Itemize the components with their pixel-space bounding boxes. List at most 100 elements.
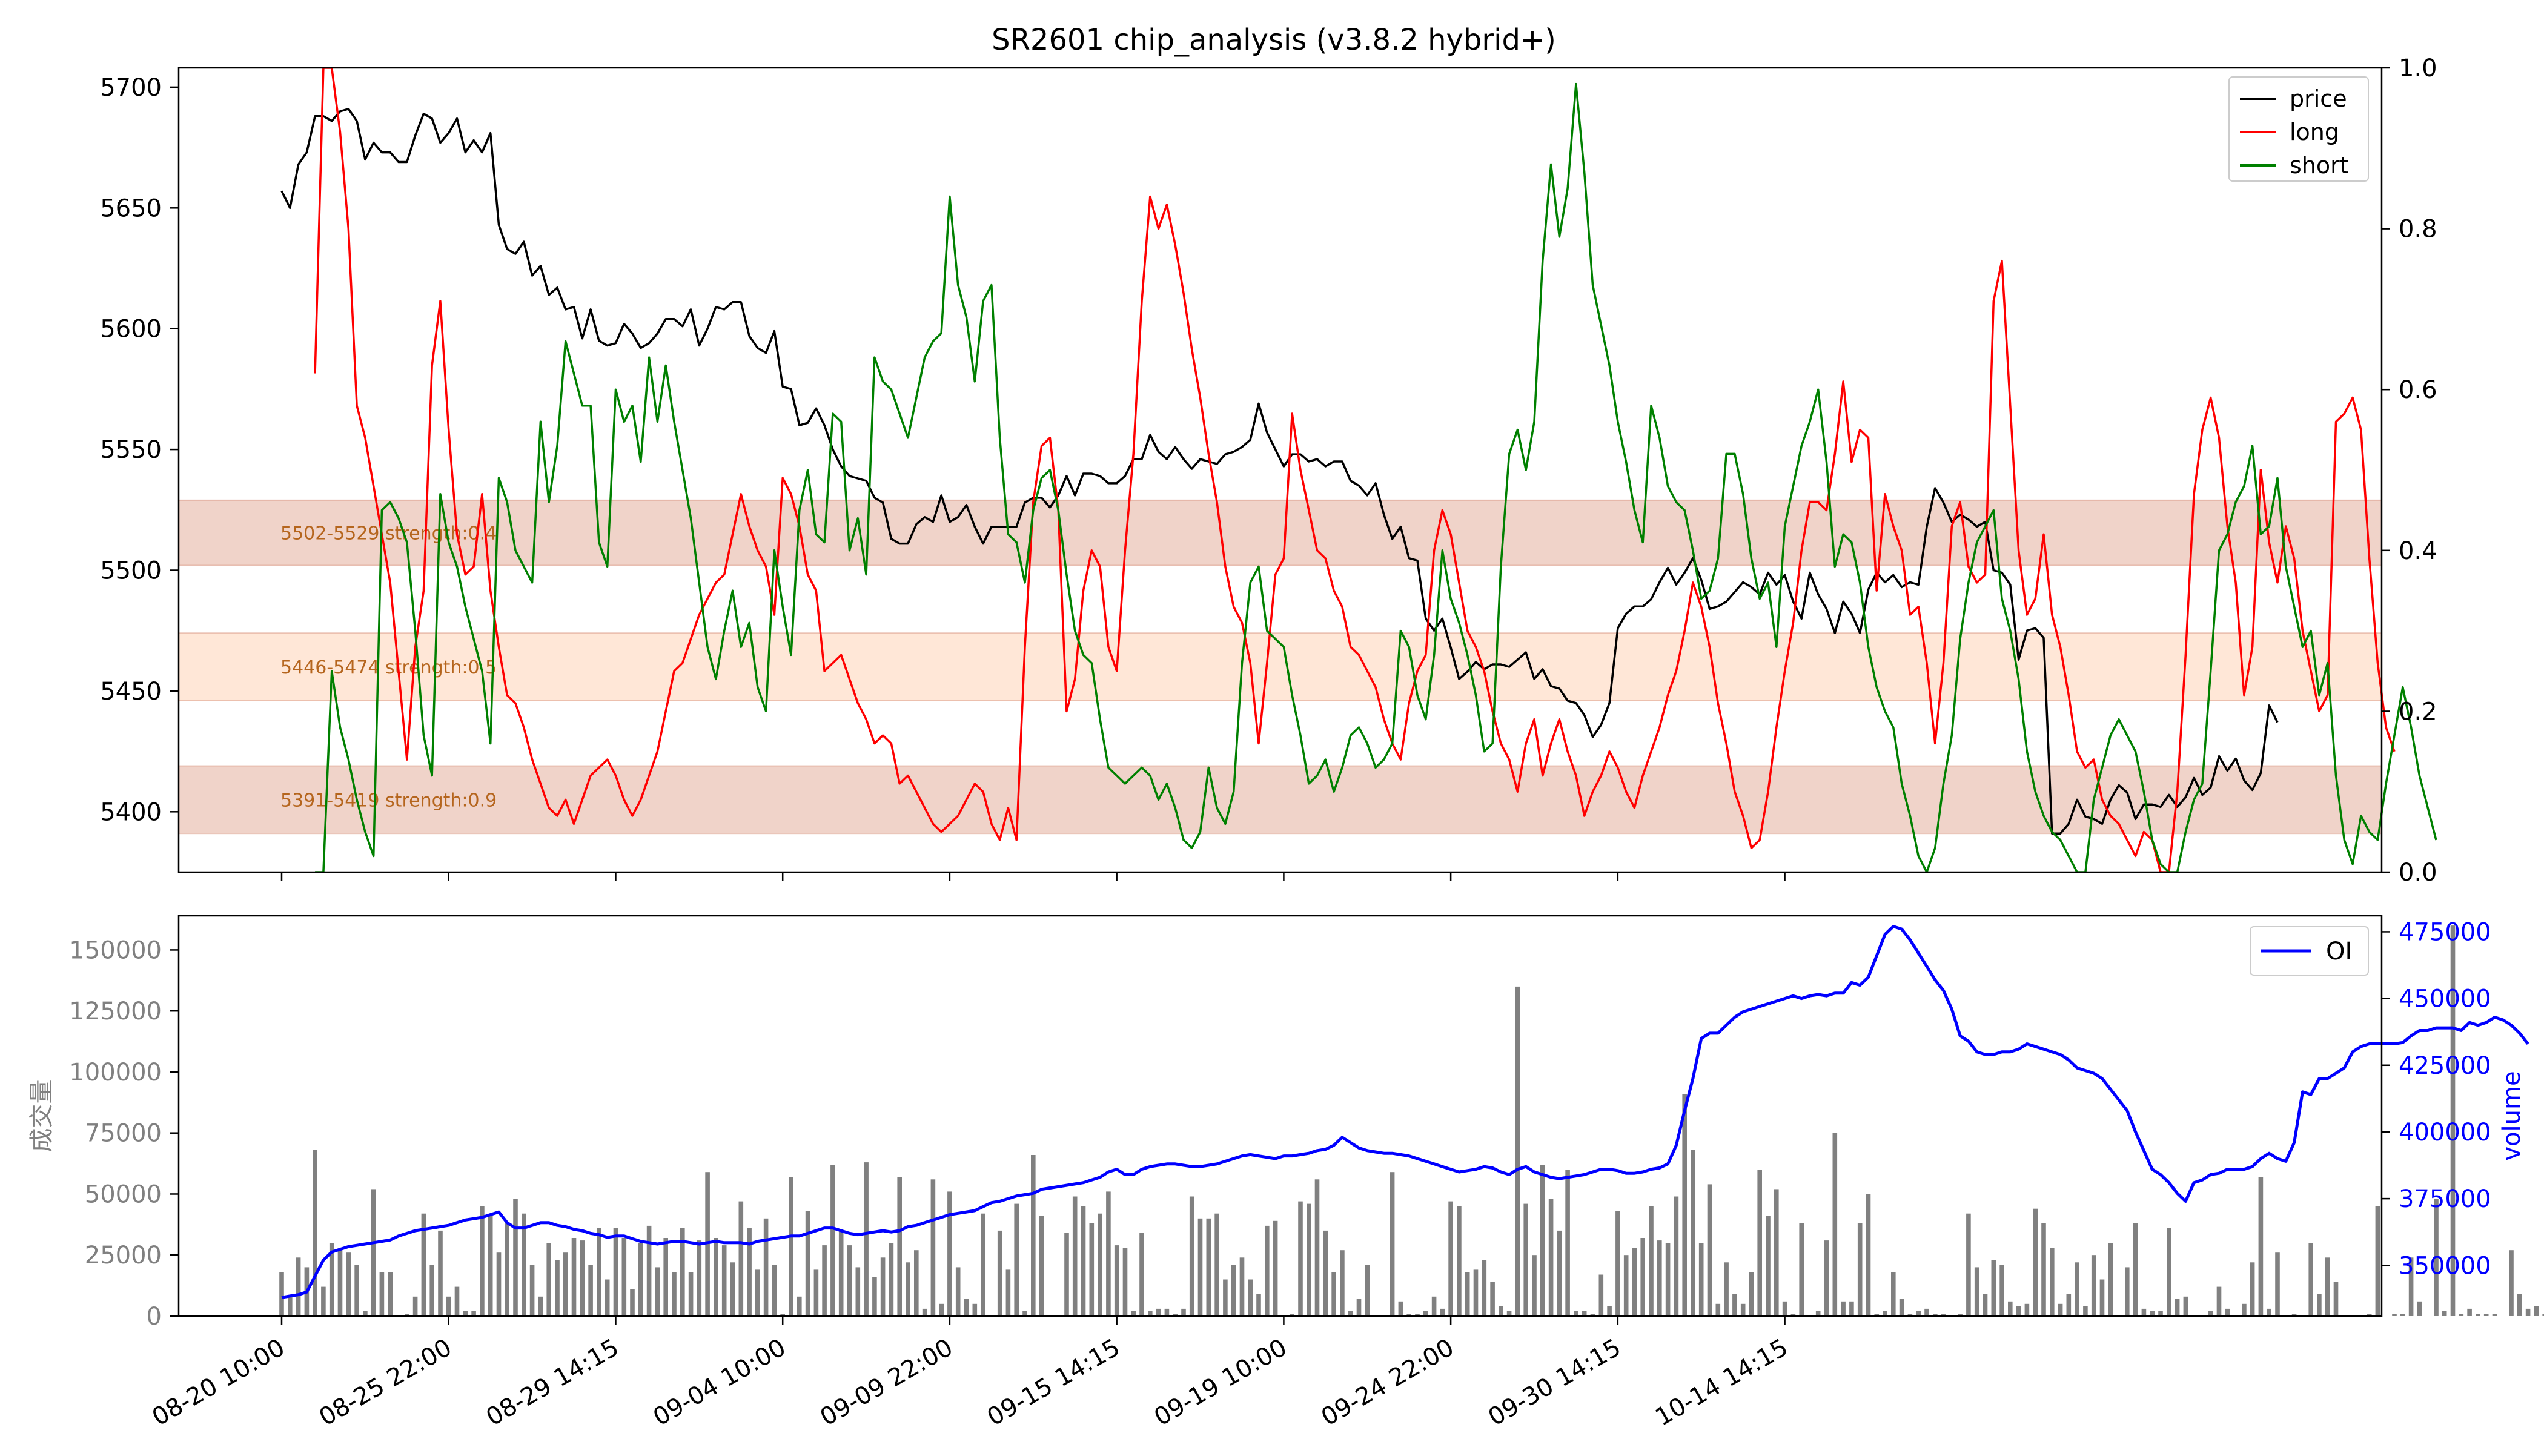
volume-bar bbox=[1916, 1311, 1921, 1316]
volume-bar bbox=[2483, 1314, 2489, 1316]
volume-bar bbox=[1072, 1196, 1078, 1316]
volume-bar bbox=[1824, 1240, 1829, 1316]
volume-bar bbox=[2033, 1208, 2038, 1316]
volume-bar bbox=[1933, 1314, 1938, 1316]
volume-bar bbox=[1682, 1094, 1687, 1316]
volume-bar bbox=[2242, 1303, 2247, 1316]
volume-bar bbox=[1841, 1301, 1846, 1316]
volume-bar bbox=[2476, 1314, 2480, 1316]
volume-bar bbox=[1173, 1314, 1178, 1316]
volume-bar bbox=[830, 1165, 835, 1316]
volume-bar bbox=[1039, 1216, 1044, 1317]
volume-bar bbox=[1615, 1211, 1620, 1316]
volume-bar bbox=[1724, 1262, 1729, 1316]
volume-bar bbox=[2208, 1311, 2213, 1316]
volume-bar bbox=[288, 1296, 293, 1316]
volume-bar bbox=[947, 1191, 952, 1316]
volume-bar bbox=[1991, 1260, 1996, 1316]
y2-tick-label: 375000 bbox=[2399, 1185, 2491, 1213]
volume-bar bbox=[405, 1314, 409, 1316]
volume-bar bbox=[1874, 1314, 1880, 1316]
volume-bar bbox=[789, 1177, 793, 1316]
y-tick-label: 5650 bbox=[100, 194, 162, 222]
volume-bar bbox=[1958, 1314, 1963, 1316]
volume-bar bbox=[1406, 1314, 1411, 1316]
volume-bar bbox=[2108, 1243, 2113, 1316]
volume-bar bbox=[855, 1267, 861, 1316]
y-tick-label: 0 bbox=[147, 1303, 162, 1331]
volume-bar bbox=[1640, 1238, 1645, 1316]
volume-bar bbox=[930, 1179, 936, 1316]
volume-bar bbox=[1114, 1245, 1119, 1316]
volume-bar bbox=[621, 1238, 627, 1316]
volume-bar bbox=[2050, 1248, 2055, 1316]
volume-bar bbox=[1307, 1203, 1311, 1316]
volume-bar bbox=[738, 1201, 744, 1316]
volume-bar bbox=[1782, 1301, 1787, 1316]
volume-bar bbox=[1523, 1203, 1528, 1316]
volume-bar bbox=[379, 1272, 385, 1316]
volume-bar bbox=[1465, 1272, 1470, 1316]
volume-bar bbox=[1832, 1133, 1838, 1316]
volume-bar bbox=[638, 1243, 643, 1316]
volume-bar bbox=[1740, 1303, 1746, 1316]
volume-bar bbox=[1106, 1191, 1111, 1316]
volume-bar bbox=[2375, 1206, 2380, 1316]
volume-bar bbox=[337, 1250, 343, 1316]
volume-bar bbox=[1331, 1272, 1336, 1316]
volume-bar bbox=[2325, 1257, 2330, 1316]
volume-bar bbox=[1715, 1303, 1721, 1316]
volume-bar bbox=[1799, 1223, 1804, 1316]
volume-bar bbox=[505, 1223, 509, 1316]
y-tick-label: 5500 bbox=[100, 557, 162, 585]
volume-bar bbox=[646, 1225, 652, 1316]
volume-bar bbox=[972, 1303, 978, 1316]
volume-bar bbox=[2333, 1282, 2339, 1316]
volume-bar bbox=[1649, 1206, 1654, 1316]
y2-tick-label: 0.2 bbox=[2399, 698, 2437, 726]
volume-bar bbox=[1148, 1311, 1153, 1316]
series-line-price bbox=[280, 108, 2279, 835]
volume-bar bbox=[755, 1269, 760, 1316]
volume-bar bbox=[655, 1267, 660, 1316]
volume-bar bbox=[1674, 1196, 1679, 1316]
volume-bar bbox=[1398, 1301, 1403, 1316]
volume-bar bbox=[997, 1230, 1002, 1316]
volume-bar bbox=[1548, 1199, 1554, 1316]
volume-bar bbox=[847, 1245, 852, 1316]
y-tick-label: 5600 bbox=[100, 316, 162, 343]
volume-bar bbox=[1698, 1243, 1704, 1316]
volume-bar bbox=[880, 1257, 886, 1316]
legend-label-short: short bbox=[2290, 152, 2349, 179]
legend-label-OI: OI bbox=[2326, 938, 2352, 965]
volume-bar bbox=[388, 1272, 393, 1316]
volume-bar bbox=[438, 1230, 443, 1316]
volume-bar bbox=[2434, 1199, 2439, 1316]
volume-bar bbox=[1415, 1314, 1420, 1316]
volume-bar bbox=[2024, 1303, 2030, 1316]
volume-bar bbox=[2517, 1294, 2522, 1316]
volume-bar bbox=[571, 1238, 577, 1316]
volume-bar bbox=[630, 1289, 635, 1316]
volume-bar bbox=[313, 1150, 317, 1316]
volume-bar bbox=[2183, 1296, 2188, 1316]
volume-bar bbox=[2509, 1250, 2514, 1316]
volume-bar bbox=[1665, 1243, 1671, 1316]
volume-bar bbox=[2125, 1267, 2130, 1316]
y2-tick-label: 450000 bbox=[2399, 985, 2491, 1013]
volume-bar bbox=[2016, 1306, 2021, 1316]
volume-bar bbox=[1790, 1314, 1796, 1316]
volume-bar bbox=[1348, 1311, 1353, 1316]
volume-bar bbox=[1189, 1196, 1194, 1316]
volume-bar bbox=[1122, 1248, 1128, 1316]
volume-bar bbox=[546, 1243, 551, 1316]
volume-bar bbox=[496, 1252, 502, 1316]
volume-bar bbox=[872, 1277, 877, 1316]
volume-bar bbox=[1623, 1255, 1629, 1316]
price-panel-frame bbox=[177, 67, 2383, 873]
volume-bar bbox=[2058, 1303, 2063, 1316]
volume-bar bbox=[2083, 1306, 2088, 1316]
volume-bar bbox=[1582, 1311, 1587, 1316]
volume-bar bbox=[513, 1199, 518, 1316]
